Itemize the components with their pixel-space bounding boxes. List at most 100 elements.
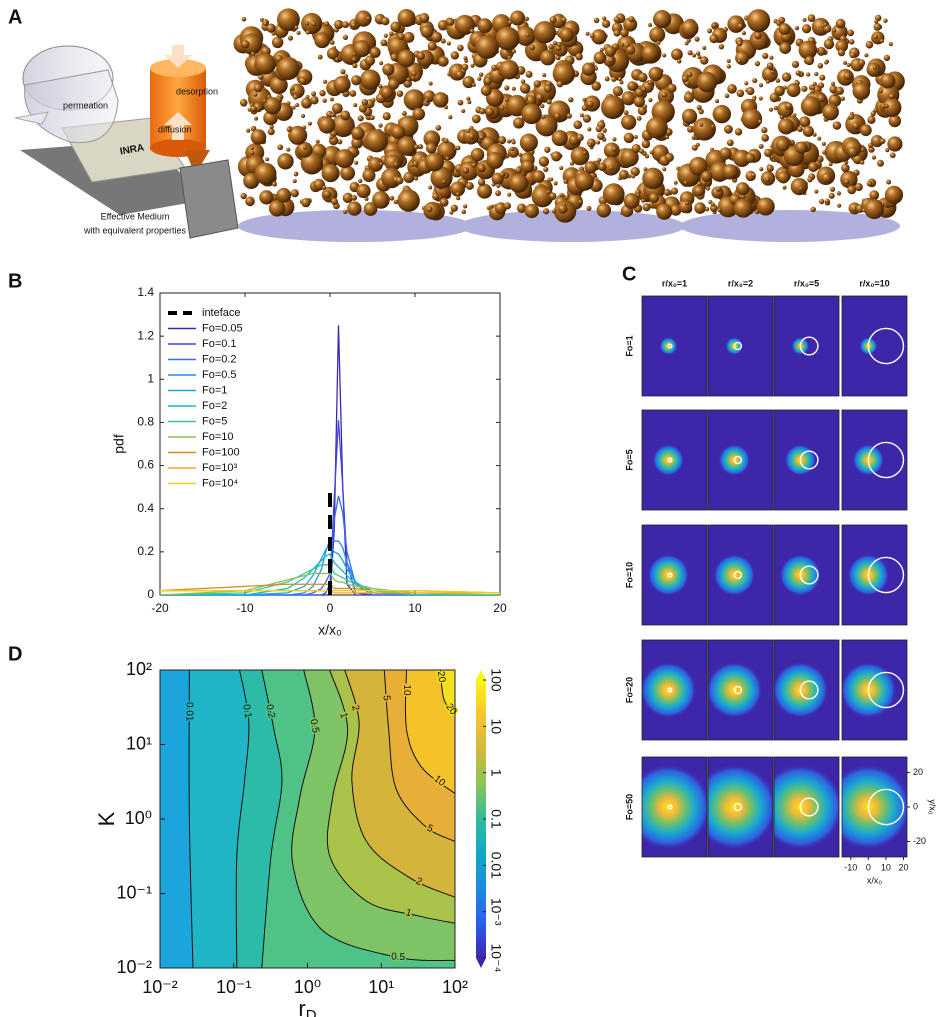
x-tick-label: 10⁻¹ — [216, 977, 252, 997]
contour-label: 20 — [435, 671, 447, 684]
sphere — [790, 177, 808, 196]
sphere — [310, 95, 319, 105]
sphere — [871, 155, 877, 160]
sphere — [340, 110, 351, 121]
sphere — [623, 193, 640, 210]
sphere — [563, 179, 568, 184]
sphere — [318, 116, 336, 134]
sphere — [778, 23, 791, 36]
sphere — [484, 77, 492, 85]
x-tick-label: -10 — [844, 862, 857, 872]
heatmap-panel — [642, 410, 707, 510]
sphere — [663, 189, 671, 196]
sphere — [887, 136, 903, 152]
sphere — [597, 157, 602, 163]
sphere — [696, 104, 702, 111]
sphere — [343, 209, 348, 214]
sphere — [268, 200, 286, 217]
sphere — [540, 103, 545, 109]
sphere — [507, 192, 512, 197]
sphere — [873, 34, 879, 40]
sphere — [515, 26, 536, 46]
sphere — [525, 70, 533, 78]
sphere — [619, 169, 629, 180]
sphere — [869, 190, 880, 201]
sphere — [671, 48, 683, 61]
x-tick-label: 10⁻² — [142, 977, 178, 997]
sphere — [388, 78, 400, 90]
sphere — [649, 26, 666, 43]
sphere — [662, 53, 667, 58]
concentration-blob — [774, 764, 839, 850]
sphere — [741, 31, 746, 36]
sphere — [290, 86, 295, 91]
sphere — [866, 62, 881, 77]
sphere — [412, 107, 426, 121]
sphere — [254, 53, 276, 75]
radius-circle — [867, 671, 905, 709]
legend-label: Fo=1 — [202, 384, 227, 396]
sphere — [761, 134, 769, 142]
sphere — [557, 42, 562, 47]
sphere — [724, 93, 730, 99]
colorbar-tick-label: 0.01 — [488, 852, 504, 879]
prism — [185, 150, 210, 175]
sphere — [778, 16, 786, 24]
heatmap-panel — [842, 410, 907, 510]
sphere — [450, 181, 466, 197]
sphere — [620, 42, 625, 47]
sphere — [758, 143, 764, 149]
sphere — [544, 146, 551, 153]
sphere — [847, 146, 858, 157]
sphere — [322, 185, 327, 190]
sphere — [511, 86, 516, 91]
panel-frame — [707, 524, 774, 626]
radius-circle — [733, 570, 743, 580]
sphere — [646, 116, 668, 139]
sphere — [480, 85, 492, 96]
sphere — [664, 152, 674, 162]
x-axis-label-sub: D — [306, 1007, 317, 1017]
y-tick-label: 0 — [147, 587, 154, 601]
sphere — [631, 174, 636, 179]
sphere — [269, 124, 274, 129]
heatmap-panel — [774, 757, 839, 857]
sphere — [709, 204, 718, 213]
sphere — [467, 100, 472, 105]
sphere — [471, 162, 477, 168]
sphere — [705, 186, 710, 191]
sphere — [254, 162, 277, 185]
sphere — [477, 178, 486, 186]
y-axis-label: pdf — [111, 434, 127, 454]
sphere — [726, 58, 731, 64]
sphere — [881, 103, 886, 109]
sphere — [368, 157, 383, 172]
sphere — [840, 170, 858, 189]
contour-line — [326, 670, 455, 924]
sphere — [446, 41, 451, 46]
sphere — [533, 20, 556, 44]
sphere — [521, 103, 542, 125]
caption: with equivalent properties — [83, 225, 187, 235]
sphere — [852, 82, 871, 100]
sphere — [355, 10, 372, 27]
heatmap-panel — [708, 296, 773, 396]
radius-circle — [733, 455, 743, 465]
sphere — [595, 125, 603, 133]
sphere — [810, 89, 815, 94]
sphere — [647, 80, 653, 85]
sphere — [363, 202, 378, 216]
sphere — [704, 206, 710, 212]
sphere — [840, 96, 845, 101]
sphere — [795, 141, 808, 154]
sphere — [683, 92, 695, 103]
contour-label: 0.01 — [184, 702, 195, 722]
sphere — [566, 113, 572, 119]
sphere — [354, 160, 359, 165]
sphere — [589, 33, 595, 39]
line — [160, 590, 501, 594]
sphere — [432, 192, 440, 201]
shadow — [238, 210, 472, 242]
x-tick-label: 0 — [866, 862, 871, 872]
